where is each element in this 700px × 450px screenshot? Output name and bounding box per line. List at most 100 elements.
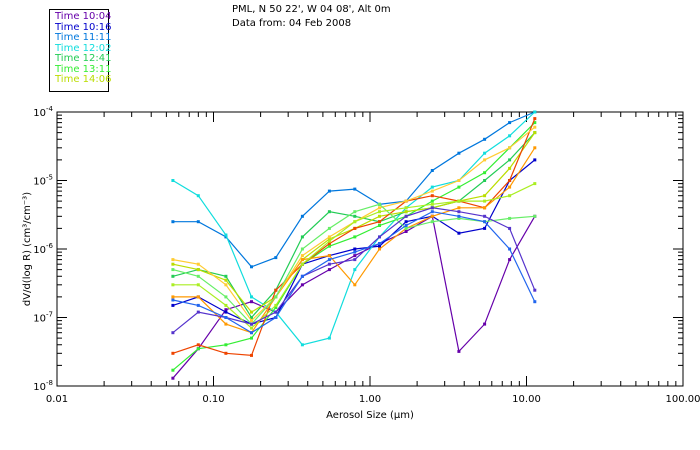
data-point [508, 216, 512, 220]
data-point [327, 258, 331, 262]
data-point [508, 179, 512, 182]
data-point [533, 158, 537, 162]
data-point [430, 189, 434, 193]
data-point [196, 274, 200, 278]
data-point [483, 194, 487, 198]
data-point [224, 233, 228, 237]
data-point [224, 351, 228, 355]
data-point [274, 303, 278, 307]
data-point [378, 242, 381, 246]
data-point [274, 256, 278, 260]
data-point [378, 202, 381, 206]
data-point [224, 278, 228, 282]
data-point [250, 295, 253, 299]
data-point [457, 214, 461, 218]
data-point [274, 306, 278, 309]
data-point [378, 206, 381, 210]
data-point [196, 310, 200, 314]
data-point [353, 250, 357, 254]
series-1 [171, 214, 537, 380]
data-point [300, 258, 304, 262]
data-point [171, 295, 175, 299]
data-point [378, 247, 381, 251]
data-point [224, 235, 228, 239]
series-12 [171, 182, 537, 330]
data-point [457, 231, 461, 235]
data-point [250, 336, 253, 340]
data-point [300, 262, 304, 266]
data-point [300, 343, 304, 347]
data-point [300, 247, 304, 251]
legend-entry: Time 13:11 [55, 63, 112, 75]
data-point [353, 247, 357, 251]
data-point [483, 171, 487, 175]
data-point [353, 220, 357, 224]
data-point [327, 268, 331, 272]
data-point [224, 308, 228, 312]
data-point [327, 237, 331, 241]
data-point [483, 151, 487, 155]
data-point [353, 187, 357, 191]
data-point [483, 206, 487, 210]
data-point [483, 220, 487, 224]
data-point [430, 185, 434, 189]
data-point [430, 194, 434, 198]
data-point [533, 131, 537, 135]
data-point [327, 244, 331, 248]
data-point [483, 322, 487, 326]
data-point [327, 336, 331, 340]
series-3 [171, 110, 537, 269]
x-tick-label: 0.10 [202, 394, 224, 405]
data-point [171, 268, 175, 272]
data-point [300, 254, 304, 258]
data-point [508, 258, 512, 262]
data-point [196, 262, 200, 266]
data-point [250, 310, 253, 314]
data-point [353, 283, 357, 287]
data-point [533, 117, 537, 121]
data-point [430, 214, 434, 218]
data-point [533, 288, 537, 292]
data-point [274, 288, 278, 292]
data-point [378, 214, 381, 218]
data-point [378, 235, 381, 239]
data-point [353, 254, 357, 258]
data-point [274, 295, 278, 299]
y-tick-label: 10-4 [33, 105, 53, 119]
data-point [327, 226, 331, 230]
data-point [353, 235, 357, 239]
data-point [533, 300, 537, 304]
data-point [533, 146, 537, 150]
data-point [171, 262, 175, 266]
data-point [196, 295, 200, 299]
data-point [300, 283, 304, 287]
data-point [171, 298, 175, 302]
data-point [250, 326, 253, 330]
data-point [483, 199, 487, 203]
data-point [250, 322, 253, 326]
data-point [250, 353, 253, 357]
data-point [171, 258, 175, 262]
data-point [508, 158, 512, 162]
data-point [508, 121, 512, 125]
data-point [224, 316, 228, 319]
data-point [404, 206, 408, 210]
y-tick-label: 10-7 [33, 311, 53, 325]
data-point [274, 310, 278, 314]
data-point [378, 244, 381, 248]
series-line [172, 132, 536, 319]
data-point [171, 303, 175, 307]
x-tick-label: 0.01 [46, 394, 68, 405]
data-point [430, 199, 434, 203]
data-point [171, 283, 175, 287]
data-point [327, 210, 331, 214]
data-point [224, 303, 228, 307]
data-point [508, 226, 512, 230]
data-point [171, 274, 175, 278]
legend-entry: Time 12:02 [55, 42, 112, 54]
data-point [430, 169, 434, 172]
data-point [196, 194, 200, 198]
y-tick-label: 10-6 [33, 242, 53, 256]
data-point [508, 146, 512, 150]
